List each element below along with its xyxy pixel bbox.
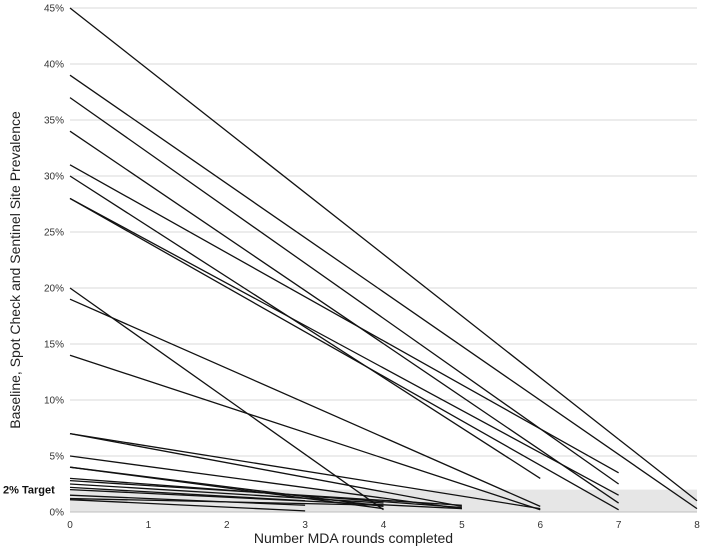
x-tick-label: 0 bbox=[67, 520, 73, 531]
x-tick-label: 7 bbox=[616, 520, 622, 531]
series-line bbox=[69, 494, 306, 506]
x-axis-title: Number MDA rounds completed bbox=[254, 530, 453, 546]
y-tick-label: 45% bbox=[44, 4, 64, 15]
series-line bbox=[69, 479, 462, 506]
series-line bbox=[69, 7, 620, 440]
series-line bbox=[69, 74, 698, 510]
series-line bbox=[69, 164, 619, 474]
x-tick-label: 6 bbox=[537, 520, 543, 531]
series-line bbox=[69, 488, 462, 510]
y-tick-labels: 0% 5% 10% 15% 20% 25% 30% 35% 40% 45% bbox=[44, 4, 64, 519]
y-tick-label: 35% bbox=[44, 116, 64, 127]
y-tick-label: 10% bbox=[44, 396, 64, 407]
series-line bbox=[69, 298, 541, 507]
series-line bbox=[69, 197, 619, 511]
y-tick-label: 20% bbox=[44, 284, 64, 295]
series-lines-group bbox=[69, 7, 698, 512]
y-tick-label: 40% bbox=[44, 60, 64, 71]
y-tick-label: 25% bbox=[44, 228, 64, 239]
series-line bbox=[69, 455, 462, 510]
target-label: 2% Target bbox=[3, 485, 55, 497]
series-line bbox=[618, 438, 698, 502]
series-line bbox=[69, 499, 306, 512]
x-tick-label: 1 bbox=[146, 520, 152, 531]
series-line bbox=[69, 497, 384, 506]
x-tick-labels: 0 1 2 3 4 5 6 7 8 bbox=[67, 520, 700, 531]
series-line bbox=[69, 175, 541, 479]
series-line bbox=[69, 432, 541, 510]
series-line bbox=[69, 432, 462, 508]
y-axis-title: Baseline, Spot Check and Sentinel Site P… bbox=[7, 111, 23, 429]
series-line bbox=[69, 197, 619, 496]
series-line bbox=[69, 97, 619, 485]
x-tick-label: 5 bbox=[459, 520, 465, 531]
y-tick-label: 5% bbox=[50, 452, 65, 463]
series-line bbox=[69, 287, 384, 511]
series-line bbox=[69, 354, 541, 511]
series-line bbox=[69, 483, 384, 504]
x-tick-label: 3 bbox=[302, 520, 308, 531]
horizontal-gridlines bbox=[70, 7, 697, 513]
series-line bbox=[69, 130, 619, 504]
x-tick-label: 2 bbox=[224, 520, 230, 531]
x-tick-label: 4 bbox=[381, 520, 387, 531]
y-tick-label: 0% bbox=[50, 508, 65, 519]
x-tick-label: 8 bbox=[694, 520, 700, 531]
y-tick-label: 30% bbox=[44, 172, 64, 183]
y-tick-label: 15% bbox=[44, 340, 64, 351]
